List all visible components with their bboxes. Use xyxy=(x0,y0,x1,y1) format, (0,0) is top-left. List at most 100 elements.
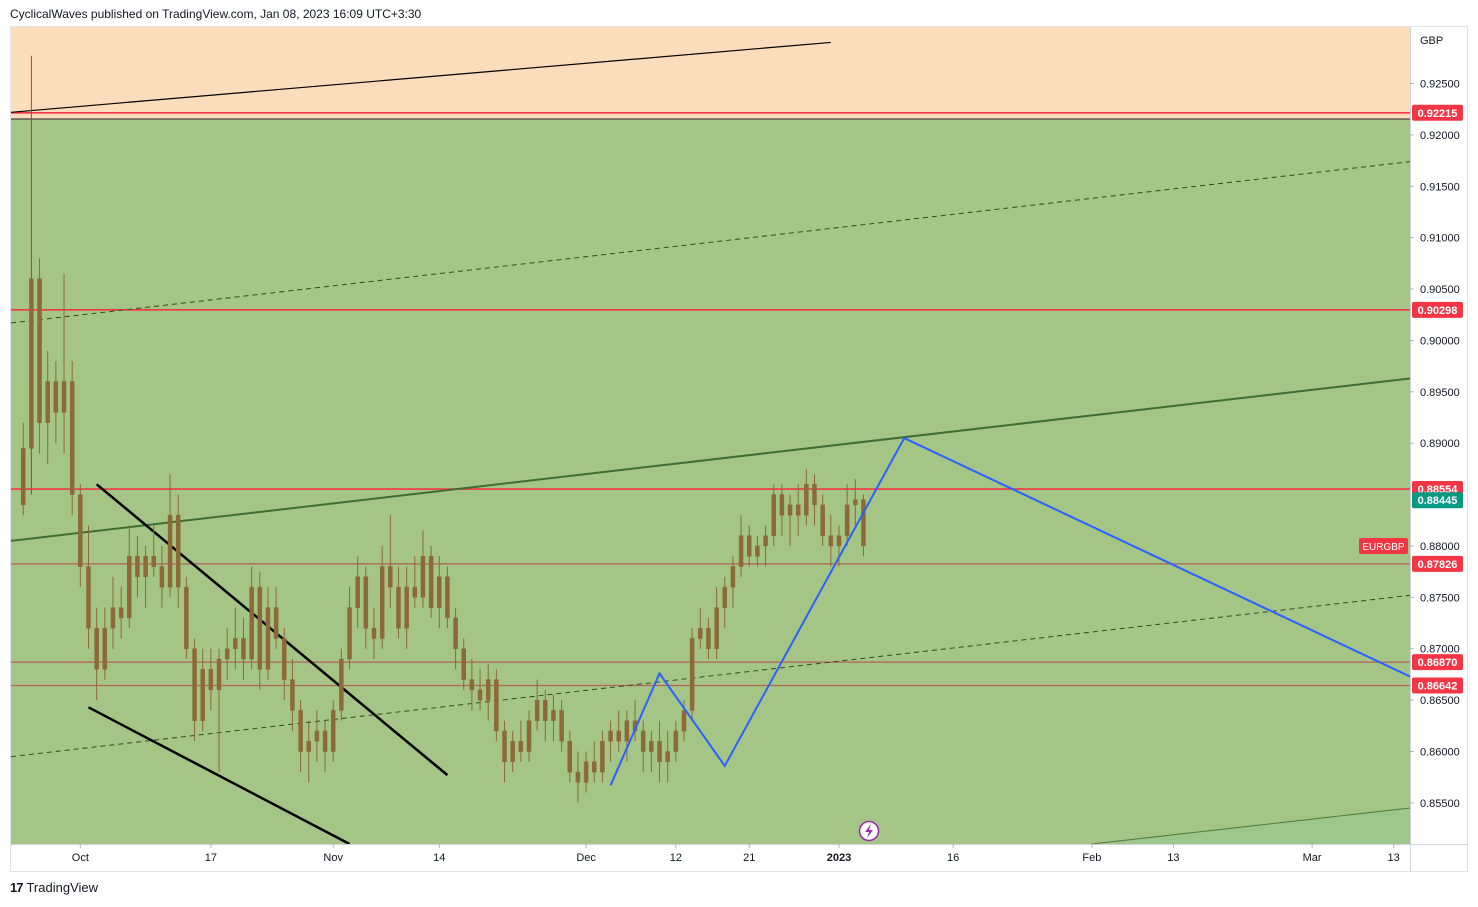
candle-body xyxy=(200,669,205,721)
candle-body xyxy=(86,566,91,629)
candle xyxy=(771,484,776,546)
candle xyxy=(779,484,785,536)
candle-body xyxy=(355,576,360,608)
candle xyxy=(428,545,434,618)
candle-body xyxy=(298,710,303,752)
publisher-header: CyclicalWaves published on TradingView.c… xyxy=(10,7,422,21)
candle xyxy=(404,566,409,649)
candle-body xyxy=(290,679,295,711)
candle-body xyxy=(583,761,589,783)
symbol-tag[interactable]: EURGBP xyxy=(1359,537,1408,554)
candle xyxy=(795,484,801,536)
candle xyxy=(241,617,246,680)
price-tag[interactable]: 0.88445 xyxy=(1412,492,1463,509)
candle-body xyxy=(853,499,858,506)
candle-body xyxy=(755,545,760,557)
footer-brand[interactable]: 17 TradingView xyxy=(10,880,98,895)
candle-body xyxy=(29,278,34,449)
candle xyxy=(616,710,621,752)
candle-body xyxy=(127,556,132,619)
candle-body xyxy=(37,278,42,423)
price-axis[interactable]: 0.92500 0.92000 0.91500 0.91000 0.90500 0.900… xyxy=(1410,79,1460,810)
candle-body xyxy=(657,740,662,763)
candle xyxy=(673,720,679,762)
price-tag-text: 0.88445 xyxy=(1418,495,1458,507)
candle xyxy=(322,720,328,773)
time-axis[interactable]: Oct 17 Nov 14 Dec 12 21 2023 16 Feb 13 Mar 13 xyxy=(72,844,1400,864)
price-tick-label: 0.90000 xyxy=(1420,335,1460,347)
time-tick-label: 13 xyxy=(1388,852,1400,864)
candle-body xyxy=(249,586,254,660)
candle-body xyxy=(143,556,148,578)
candle-body xyxy=(257,586,263,670)
candle xyxy=(665,730,670,783)
candle xyxy=(167,474,173,598)
candle xyxy=(559,700,564,752)
candle-body xyxy=(624,720,630,742)
candle xyxy=(78,484,83,588)
price-tick-label: 0.92000 xyxy=(1420,130,1460,142)
bolt-icon[interactable] xyxy=(858,820,880,842)
candle xyxy=(20,422,26,516)
candle-body xyxy=(543,699,548,721)
candle-body xyxy=(322,730,328,752)
candle-body xyxy=(159,566,165,588)
price-tag[interactable]: 0.87826 xyxy=(1412,555,1463,572)
price-tick-label: 0.87000 xyxy=(1420,644,1460,656)
price-tag[interactable]: 0.90298 xyxy=(1412,301,1463,318)
candle-body xyxy=(110,607,116,629)
price-tag[interactable]: 0.86642 xyxy=(1412,677,1463,694)
price-tick-label: 0.86500 xyxy=(1420,695,1460,707)
candle xyxy=(53,360,59,444)
candle xyxy=(510,730,515,773)
currency-label: GBP xyxy=(1420,35,1443,47)
candle-body xyxy=(673,730,679,752)
time-tick-label: Nov xyxy=(323,852,343,864)
candle-body xyxy=(567,740,573,773)
candle-body xyxy=(608,730,613,742)
candle-body xyxy=(388,566,393,588)
candle xyxy=(347,587,352,670)
candle-body xyxy=(396,586,401,629)
candle-body xyxy=(526,720,532,752)
candle xyxy=(640,720,646,773)
candle xyxy=(445,566,450,629)
candle-body xyxy=(371,627,377,639)
candle xyxy=(706,617,711,660)
candle-body xyxy=(175,514,181,588)
candle xyxy=(184,576,189,660)
candle-body xyxy=(135,556,140,578)
candle-body xyxy=(339,658,344,711)
candle-body xyxy=(771,494,776,536)
price-tag-text: 0.87826 xyxy=(1418,559,1458,571)
candle-body xyxy=(828,535,834,547)
price-tick-label: 0.85500 xyxy=(1420,798,1460,810)
candle xyxy=(698,607,703,649)
candle-body xyxy=(518,740,524,752)
candle-body xyxy=(224,648,230,660)
price-tag[interactable]: 0.86870 xyxy=(1412,654,1463,671)
candle xyxy=(175,494,181,608)
candle xyxy=(379,545,385,649)
candle-body xyxy=(746,535,752,557)
candle xyxy=(437,556,442,629)
candle-body xyxy=(698,627,703,639)
candle-body xyxy=(616,730,621,742)
candle-body xyxy=(812,484,817,506)
candle-body xyxy=(534,699,540,721)
candle xyxy=(118,587,124,639)
candle-body xyxy=(575,771,581,783)
candle-body xyxy=(184,586,189,649)
price-tag[interactable]: 0.92215 xyxy=(1412,104,1463,121)
chart-frame[interactable] xyxy=(10,26,1468,872)
time-tick-label: 14 xyxy=(433,852,445,864)
candle xyxy=(388,515,393,608)
candle-body xyxy=(78,494,83,567)
candle xyxy=(143,545,148,608)
candle-body xyxy=(61,381,67,413)
candle-body xyxy=(600,740,605,773)
time-tick-label: Dec xyxy=(576,852,596,864)
footer-brand-name: TradingView xyxy=(26,880,99,895)
candle xyxy=(363,566,369,649)
